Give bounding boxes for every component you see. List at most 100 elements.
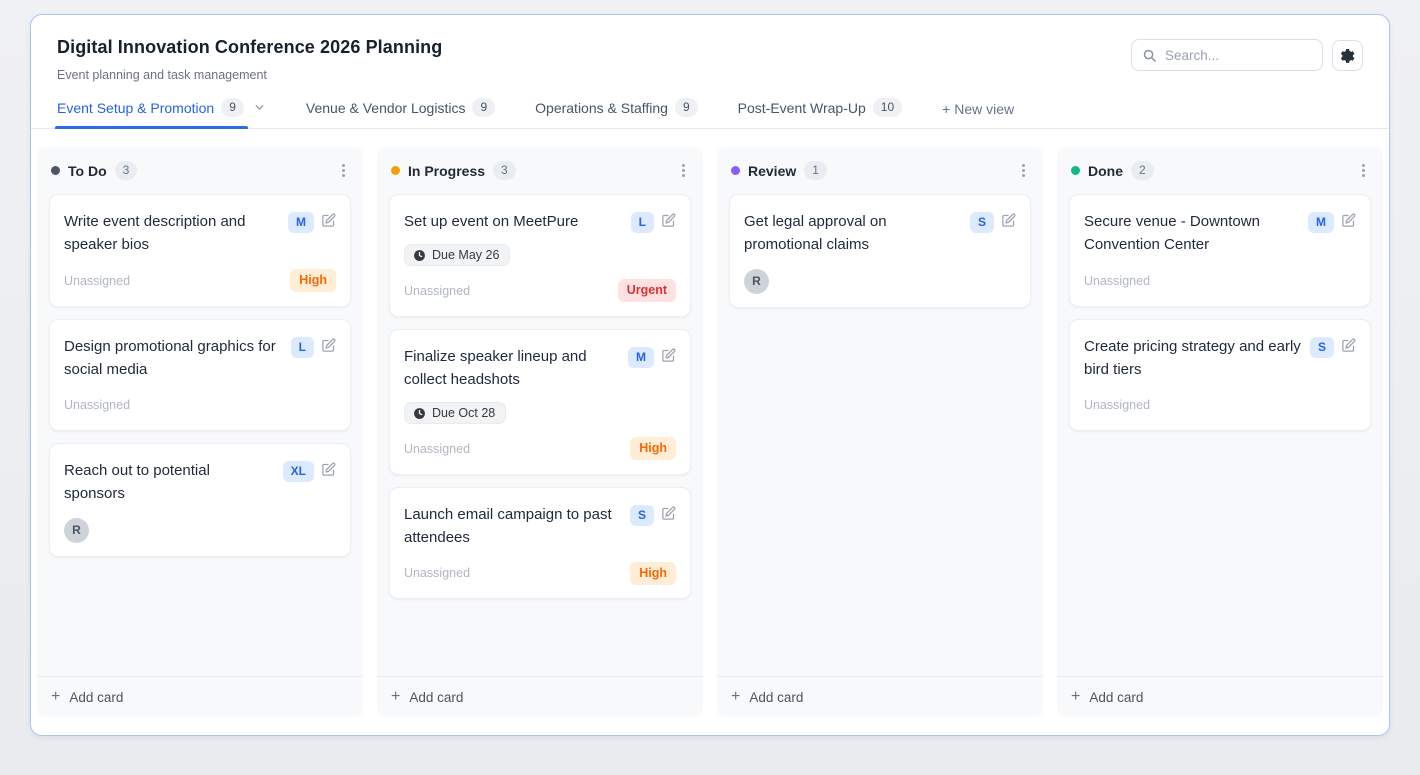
column-menu-icon[interactable] (338, 160, 349, 181)
edit-icon (1342, 338, 1356, 352)
tab-event-setup-promotion[interactable]: Event Setup & Promotion 9 (55, 98, 266, 129)
column-title: In Progress (408, 162, 486, 179)
edit-card-button[interactable] (661, 212, 676, 228)
column-header: Review 1 (717, 147, 1043, 193)
edit-icon (662, 213, 676, 227)
assignee-label: Unassigned (1084, 398, 1151, 412)
add-card-button[interactable]: + Add card (377, 676, 703, 717)
card-title: Launch email campaign to past attendees (404, 505, 612, 546)
size-badge: L (630, 212, 654, 233)
column-in-progress: In Progress 3 Set up event on MeetPure L (377, 147, 703, 717)
search-input[interactable] (1165, 47, 1312, 63)
column-cards: Write event description and speaker bios… (37, 193, 363, 676)
edit-icon (322, 462, 336, 476)
add-card-label: Add card (1089, 689, 1144, 705)
add-card-button[interactable]: + Add card (1057, 676, 1383, 717)
card-title: Reach out to potential sponsors (64, 462, 210, 503)
edit-card-button[interactable] (321, 337, 336, 353)
task-card[interactable]: Set up event on MeetPure L Due May 26 Un… (389, 194, 691, 317)
column-count-badge: 3 (114, 161, 138, 180)
tab-count-badge: 9 (472, 98, 496, 117)
column-menu-icon[interactable] (678, 160, 689, 181)
assignee-label: Unassigned (404, 566, 471, 581)
column-header: Done 2 (1057, 147, 1383, 193)
tab-label: Venue & Vendor Logistics (305, 99, 466, 116)
plus-icon: + (51, 688, 61, 705)
task-card[interactable]: Design promotional graphics for social m… (49, 318, 351, 431)
task-card[interactable]: Secure venue - Downtown Convention Cente… (1069, 194, 1371, 307)
size-badge: M (1308, 212, 1334, 233)
assignee-label: Unassigned (64, 398, 131, 412)
assignee-label: Unassigned (64, 273, 131, 288)
view-tabs: Event Setup & Promotion 9 Venue & Vendor… (31, 82, 1389, 129)
priority-badge: Urgent (617, 279, 676, 303)
add-card-button[interactable]: + Add card (717, 676, 1043, 717)
tab-count-badge: 10 (872, 98, 903, 117)
assignee-label: Unassigned (404, 283, 471, 298)
chevron-down-icon[interactable] (253, 101, 266, 114)
column-count-badge: 1 (804, 161, 827, 180)
priority-badge: High (630, 561, 676, 585)
edit-card-button[interactable] (1341, 337, 1356, 353)
add-card-label: Add card (409, 689, 464, 705)
column-to-do: To Do 3 Write event description and spea… (37, 147, 363, 717)
task-card[interactable]: Create pricing strategy and early bird t… (1069, 318, 1371, 431)
gear-icon (1340, 49, 1354, 63)
size-badge: S (969, 212, 994, 233)
card-title: Get legal approval on promotional claims (744, 213, 887, 254)
avatar: R (744, 268, 769, 294)
column-cards: Get legal approval on promotional claims… (717, 193, 1043, 676)
size-badge: S (1309, 336, 1334, 358)
add-card-button[interactable]: + Add card (37, 676, 363, 717)
column-header: To Do 3 (37, 147, 363, 193)
column-cards: Secure venue - Downtown Convention Cente… (1057, 193, 1383, 676)
column-title: To Do (68, 162, 107, 179)
edit-card-button[interactable] (1001, 212, 1016, 228)
avatar: R (64, 517, 89, 543)
add-card-label: Add card (749, 689, 804, 705)
due-date-label: Due May 26 (432, 248, 500, 263)
settings-button[interactable] (1332, 39, 1363, 71)
column-status-dot (731, 166, 740, 175)
add-card-label: Add card (69, 689, 124, 705)
task-card[interactable]: Write event description and speaker bios… (49, 194, 351, 307)
column-status-dot (391, 166, 400, 175)
tab-label: Post-Event Wrap-Up (737, 99, 866, 116)
search-box[interactable] (1131, 39, 1323, 71)
edit-icon (1002, 213, 1016, 227)
column-menu-icon[interactable] (1018, 160, 1029, 181)
clock-icon (414, 249, 425, 261)
tab-count-badge: 9 (674, 98, 698, 117)
card-title: Set up event on MeetPure (404, 213, 579, 230)
size-badge: M (288, 212, 314, 233)
tab-venue-vendor-logistics[interactable]: Venue & Vendor Logistics 9 (305, 98, 496, 128)
edit-card-button[interactable] (661, 347, 676, 363)
column-title: Done (1088, 162, 1123, 179)
task-card[interactable]: Finalize speaker lineup and collect head… (389, 328, 691, 475)
column-count-badge: 3 (493, 161, 516, 180)
size-badge: XL (282, 461, 314, 482)
due-date-chip: Due Oct 28 (404, 402, 507, 425)
task-card[interactable]: Reach out to potential sponsors XL R (49, 443, 351, 557)
edit-icon (1342, 213, 1356, 227)
size-badge: L (290, 336, 314, 358)
edit-card-button[interactable] (321, 461, 336, 477)
plus-icon: + (1071, 688, 1081, 705)
tab-operations-staffing[interactable]: Operations & Staffing 9 (535, 98, 698, 128)
new-view-button[interactable]: + New view (942, 101, 1015, 117)
column-status-dot (51, 166, 60, 175)
task-card[interactable]: Launch email campaign to past attendees … (389, 486, 691, 600)
column-count-badge: 2 (1131, 161, 1154, 180)
edit-card-button[interactable] (661, 505, 676, 521)
edit-icon (322, 338, 336, 352)
edit-card-button[interactable] (321, 212, 336, 228)
due-date-chip: Due May 26 (404, 244, 511, 267)
card-title: Secure venue - Downtown Convention Cente… (1084, 213, 1260, 254)
edit-card-button[interactable] (1341, 212, 1356, 228)
board-app-panel: Digital Innovation Conference 2026 Plann… (30, 14, 1390, 736)
task-card[interactable]: Get legal approval on promotional claims… (729, 194, 1031, 308)
column-header: In Progress 3 (377, 147, 703, 193)
column-menu-icon[interactable] (1358, 160, 1369, 181)
tab-post-event-wrap-up[interactable]: Post-Event Wrap-Up 10 (737, 98, 903, 128)
card-title: Create pricing strategy and early bird t… (1084, 337, 1301, 378)
